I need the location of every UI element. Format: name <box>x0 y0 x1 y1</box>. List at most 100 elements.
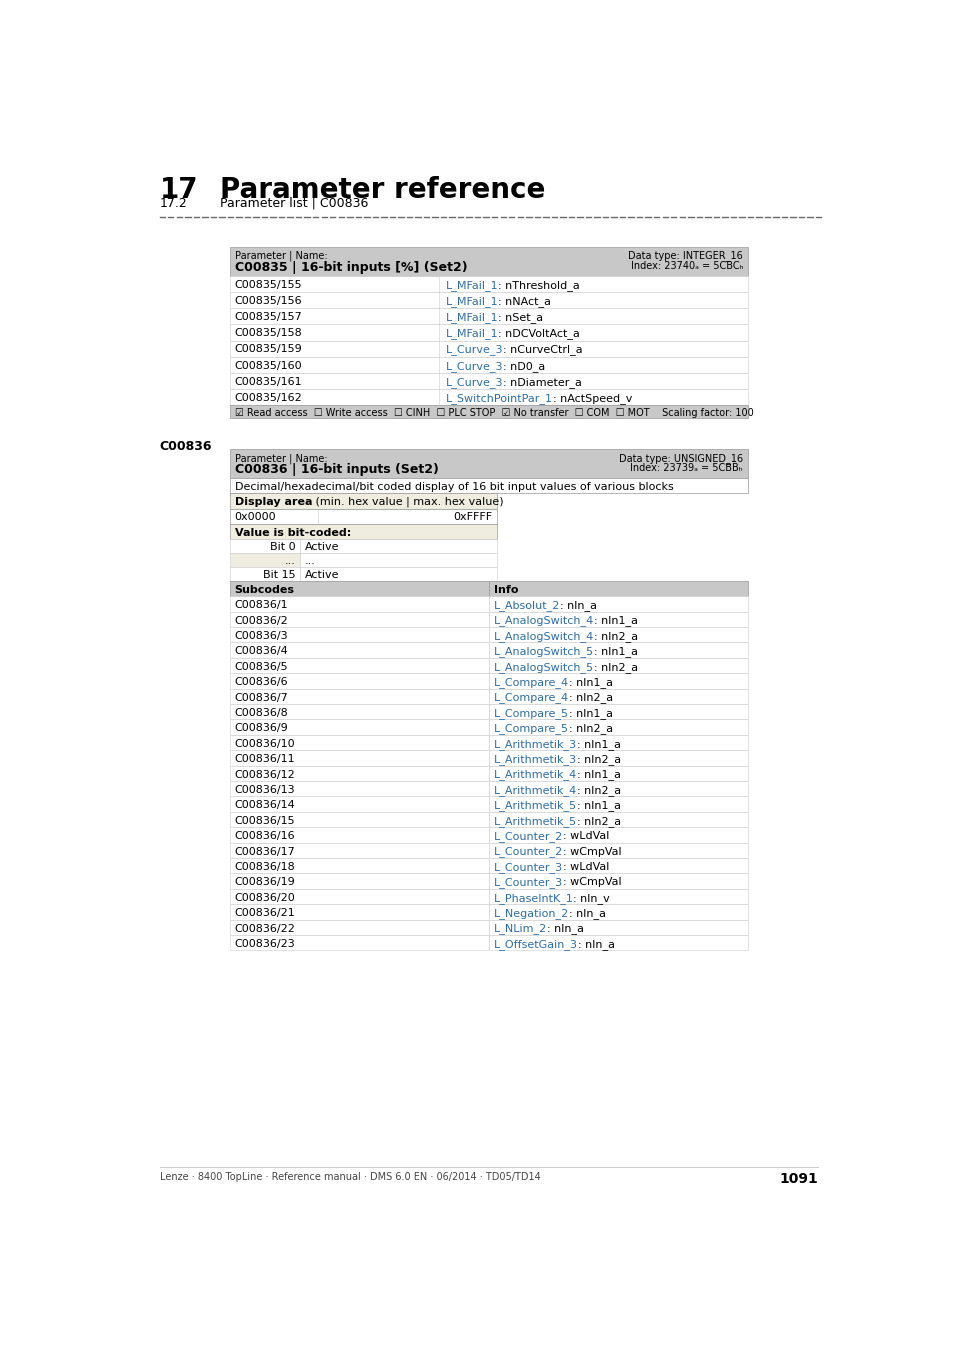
Bar <box>230 554 299 567</box>
Text: : nDiameter_a: : nDiameter_a <box>502 377 581 387</box>
Bar <box>488 751 747 765</box>
Bar <box>488 720 747 734</box>
Text: 17.2: 17.2 <box>159 197 187 209</box>
Text: Active: Active <box>304 570 338 580</box>
Text: Parameter reference: Parameter reference <box>220 176 545 204</box>
Text: L_AnalogSwitch_5: L_AnalogSwitch_5 <box>493 647 593 657</box>
Bar <box>230 888 488 905</box>
Text: C00835/162: C00835/162 <box>234 393 302 404</box>
Text: C00835/157: C00835/157 <box>234 312 302 323</box>
Text: L_AnalogSwitch_4: L_AnalogSwitch_4 <box>493 630 593 641</box>
Text: C00836/19: C00836/19 <box>234 878 295 887</box>
Text: : nln1_a: : nln1_a <box>593 616 638 626</box>
Text: L_Counter_3: L_Counter_3 <box>493 878 562 888</box>
Text: C00836/7: C00836/7 <box>234 693 288 702</box>
Text: C00835/161: C00835/161 <box>234 377 302 387</box>
Bar <box>488 936 747 950</box>
Text: L_MFail_1: L_MFail_1 <box>445 296 497 306</box>
Text: C00836/2: C00836/2 <box>234 616 288 625</box>
Bar <box>230 628 488 643</box>
Text: Parameter list | C00836: Parameter list | C00836 <box>220 197 368 209</box>
Text: C00836/1: C00836/1 <box>234 601 288 610</box>
Bar <box>488 919 747 936</box>
Bar <box>230 340 747 356</box>
Bar <box>230 828 488 842</box>
Bar <box>488 705 747 720</box>
Text: : nln1_a: : nln1_a <box>568 678 612 688</box>
Text: C00836/9: C00836/9 <box>234 724 288 733</box>
Text: Value is bit-coded:: Value is bit-coded: <box>234 528 351 537</box>
Text: C00836/8: C00836/8 <box>234 707 288 718</box>
Text: C00835/160: C00835/160 <box>234 360 302 371</box>
Text: L_Counter_2: L_Counter_2 <box>493 832 562 842</box>
Text: C00836 | 16-bit inputs (Set2): C00836 | 16-bit inputs (Set2) <box>234 463 438 477</box>
Bar <box>230 936 488 950</box>
Bar <box>230 688 488 705</box>
Text: L_MFail_1: L_MFail_1 <box>445 279 497 290</box>
Text: : nThreshold_a: : nThreshold_a <box>497 279 579 290</box>
Text: C00836/22: C00836/22 <box>234 923 295 934</box>
Bar <box>230 720 488 734</box>
Bar <box>230 324 747 340</box>
Text: : nln_a: : nln_a <box>546 923 583 934</box>
Text: Data type: INTEGER_16: Data type: INTEGER_16 <box>628 251 742 262</box>
Text: C00836/16: C00836/16 <box>234 832 295 841</box>
Text: : nln_a: : nln_a <box>577 940 614 950</box>
Text: Bit 15: Bit 15 <box>263 570 295 580</box>
Text: : wLdVal: : wLdVal <box>562 861 608 872</box>
Bar <box>299 554 497 567</box>
Text: Parameter | Name:: Parameter | Name: <box>234 251 327 261</box>
Text: Bit 0: Bit 0 <box>270 543 295 552</box>
Text: L_Curve_3: L_Curve_3 <box>445 360 502 371</box>
Text: : nNAct_a: : nNAct_a <box>497 296 551 306</box>
Bar <box>488 888 747 905</box>
Bar <box>230 389 747 405</box>
Text: L_Absolut_2: L_Absolut_2 <box>493 601 559 612</box>
Text: : nln2_a: : nln2_a <box>577 815 620 826</box>
Text: L_Compare_5: L_Compare_5 <box>493 707 568 718</box>
Bar <box>230 782 488 796</box>
Bar <box>230 842 488 859</box>
Text: L_Arithmetik_5: L_Arithmetik_5 <box>493 815 577 826</box>
Bar <box>230 904 488 919</box>
Text: L_AnalogSwitch_4: L_AnalogSwitch_4 <box>493 616 593 626</box>
Bar <box>488 873 747 888</box>
Bar <box>230 524 497 539</box>
Text: Info: Info <box>493 585 517 595</box>
Text: L_Compare_4: L_Compare_4 <box>493 678 568 688</box>
Text: ...: ... <box>304 556 315 566</box>
Text: L_AnalogSwitch_5: L_AnalogSwitch_5 <box>493 662 593 672</box>
Text: : nDCVoltAct_a: : nDCVoltAct_a <box>497 328 579 339</box>
Text: L_SwitchPointPar_1: L_SwitchPointPar_1 <box>445 393 552 404</box>
Text: : nln_a: : nln_a <box>559 601 597 612</box>
Text: C00836/18: C00836/18 <box>234 861 295 872</box>
Text: 0xFFFF: 0xFFFF <box>453 513 492 522</box>
Text: L_MFail_1: L_MFail_1 <box>445 312 497 323</box>
Text: C00836/6: C00836/6 <box>234 678 288 687</box>
Text: L_Arithmetik_5: L_Arithmetik_5 <box>493 801 577 811</box>
Bar <box>488 612 747 628</box>
Text: C00836/21: C00836/21 <box>234 909 295 918</box>
Bar <box>488 811 747 828</box>
Bar <box>230 373 747 389</box>
Text: : nSet_a: : nSet_a <box>497 312 542 323</box>
Text: (min. hex value | max. hex value): (min. hex value | max. hex value) <box>312 497 503 508</box>
Text: L_Curve_3: L_Curve_3 <box>445 344 502 355</box>
Text: : nCurveCtrl_a: : nCurveCtrl_a <box>502 344 582 355</box>
Bar <box>230 539 299 553</box>
Bar <box>230 643 488 657</box>
Text: Subcodes: Subcodes <box>234 585 294 595</box>
Text: Decimal/hexadecimal/bit coded display of 16 bit input values of various blocks: Decimal/hexadecimal/bit coded display of… <box>234 482 673 491</box>
Text: C00836/17: C00836/17 <box>234 846 295 856</box>
Text: : nln2_a: : nln2_a <box>577 784 620 796</box>
Bar <box>230 597 488 612</box>
Bar <box>488 628 747 643</box>
Text: L_Arithmetik_4: L_Arithmetik_4 <box>493 784 577 796</box>
Text: : nActSpeed_v: : nActSpeed_v <box>552 393 631 404</box>
Bar <box>230 734 488 751</box>
Text: L_Compare_5: L_Compare_5 <box>493 724 568 734</box>
Text: ...: ... <box>285 556 295 566</box>
Bar <box>230 450 747 478</box>
Bar <box>488 828 747 842</box>
Text: Index: 23739ₐ = 5CBBₕ: Index: 23739ₐ = 5CBBₕ <box>630 463 742 472</box>
